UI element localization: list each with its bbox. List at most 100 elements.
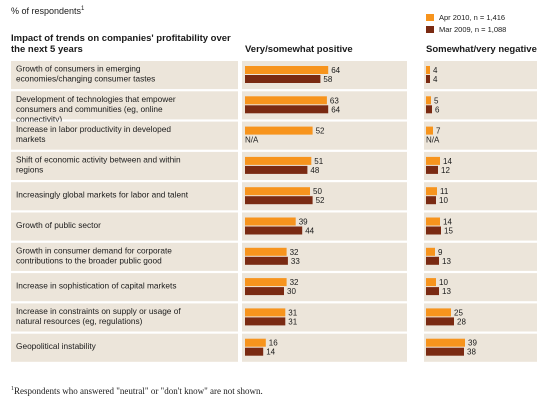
- bar: [426, 156, 440, 165]
- legend-swatch-mar-2009: [426, 26, 434, 33]
- bar-value-label: 6: [435, 105, 440, 114]
- bar: [426, 126, 433, 135]
- bar-value-label: 4: [433, 75, 438, 84]
- bar: [245, 317, 286, 326]
- bar: [426, 96, 431, 105]
- bar: [426, 226, 441, 235]
- legend-item-apr-2010: Apr 2010, n = 1,416: [426, 13, 505, 22]
- bar: [426, 247, 435, 256]
- row-band-negative: [424, 151, 537, 180]
- bar-value-label: 7: [436, 127, 441, 136]
- row-band-negative: [424, 212, 537, 241]
- bar: [245, 75, 321, 83]
- bar: [245, 287, 284, 296]
- row-band-label: [11, 212, 238, 241]
- bar: [245, 105, 329, 114]
- bar-value-label: 31: [288, 308, 297, 317]
- row-band-negative: [424, 121, 537, 150]
- bar-value-label: 32: [290, 278, 299, 287]
- category-label: Increase in labor productivity in develo…: [16, 124, 171, 144]
- bar-value-label: 52: [316, 196, 325, 205]
- bar: [245, 256, 288, 265]
- bar: [426, 347, 464, 356]
- bar: [245, 187, 310, 196]
- bar: [426, 287, 439, 296]
- row-band-label: [11, 273, 238, 302]
- row-band-label: [11, 242, 238, 271]
- na-label: N/A: [245, 136, 259, 145]
- bar-value-label: 13: [442, 257, 451, 266]
- legend-swatch-apr-2010: [426, 14, 434, 21]
- bar-value-label: 30: [287, 287, 296, 296]
- bar: [426, 105, 432, 114]
- category-label: Geopolitical instability: [16, 341, 97, 351]
- row-band-negative: [424, 273, 537, 302]
- bar: [426, 75, 430, 83]
- bar-value-label: 5: [434, 96, 439, 105]
- bar-value-label: 13: [442, 287, 451, 296]
- bar-value-label: 10: [439, 278, 448, 287]
- bar: [426, 256, 439, 265]
- bar-value-label: 12: [441, 166, 450, 175]
- bar: [245, 156, 312, 165]
- bar-value-label: 14: [266, 348, 275, 357]
- unit-note: % of respondents1: [11, 6, 84, 16]
- bar: [245, 278, 287, 287]
- bar: [426, 338, 465, 347]
- bar-value-label: 50: [313, 187, 322, 196]
- bar-value-label: 10: [439, 196, 448, 205]
- row-band-label: [11, 151, 238, 180]
- bar-value-label: 15: [444, 227, 453, 236]
- bar-value-label: 51: [314, 157, 323, 166]
- bar: [245, 126, 313, 135]
- bar-value-label: 14: [443, 218, 452, 227]
- negative-header: Somewhat/very negative: [426, 44, 537, 55]
- bar-value-label: 31: [288, 317, 297, 326]
- bar: [426, 317, 454, 326]
- bar-value-label: 16: [269, 339, 278, 348]
- bar-value-label: 64: [331, 66, 340, 75]
- bar-value-label: 48: [310, 166, 319, 175]
- footnote-text: Respondents who answered "neutral" or "d…: [14, 386, 263, 396]
- footnote-sup: 1: [11, 386, 14, 392]
- unit-note-text: % of respondents: [11, 6, 82, 16]
- bar-value-label: 38: [467, 348, 476, 357]
- bar-value-label: 9: [438, 248, 443, 257]
- bar-value-label: 64: [331, 105, 340, 114]
- bar: [245, 338, 266, 347]
- bar-value-label: 32: [290, 248, 299, 257]
- bar-value-label: 39: [468, 339, 477, 348]
- bar: [426, 165, 438, 174]
- row-band-negative: [424, 91, 537, 120]
- bar-value-label: 39: [299, 218, 308, 227]
- category-label: Growth in consumer demand for corporate c…: [16, 245, 172, 265]
- bar: [245, 308, 286, 317]
- row-label-header: Impact of trends on companies' profitabi…: [11, 33, 231, 55]
- bar: [245, 96, 327, 105]
- category-label: Increase in sophistication of capital ma…: [16, 281, 177, 291]
- category-label: Development of technologies that empower…: [16, 94, 176, 124]
- category-label: Increase in constraints on supply or usa…: [16, 306, 181, 326]
- bar: [245, 247, 287, 256]
- row-band-label: [11, 303, 238, 332]
- bar-value-label: 52: [316, 127, 325, 136]
- row-band-negative: [424, 182, 537, 211]
- na-label: N/A: [426, 136, 440, 145]
- row-band-positive: [242, 121, 407, 150]
- bar-value-label: 11: [440, 187, 449, 196]
- bar-value-label: 63: [330, 96, 339, 105]
- bar: [426, 278, 436, 287]
- bar-value-label: 58: [323, 75, 332, 84]
- bar: [245, 217, 296, 226]
- row-band-label: [11, 333, 238, 362]
- bar: [426, 66, 430, 74]
- bar-value-label: 25: [454, 308, 463, 317]
- row-band-label: [11, 182, 238, 211]
- bar: [426, 217, 440, 226]
- footnote: 1Respondents who answered "neutral" or "…: [11, 386, 263, 396]
- bar: [245, 66, 329, 74]
- bar: [245, 226, 303, 235]
- bar-value-label: 14: [443, 157, 452, 166]
- bar: [426, 308, 451, 317]
